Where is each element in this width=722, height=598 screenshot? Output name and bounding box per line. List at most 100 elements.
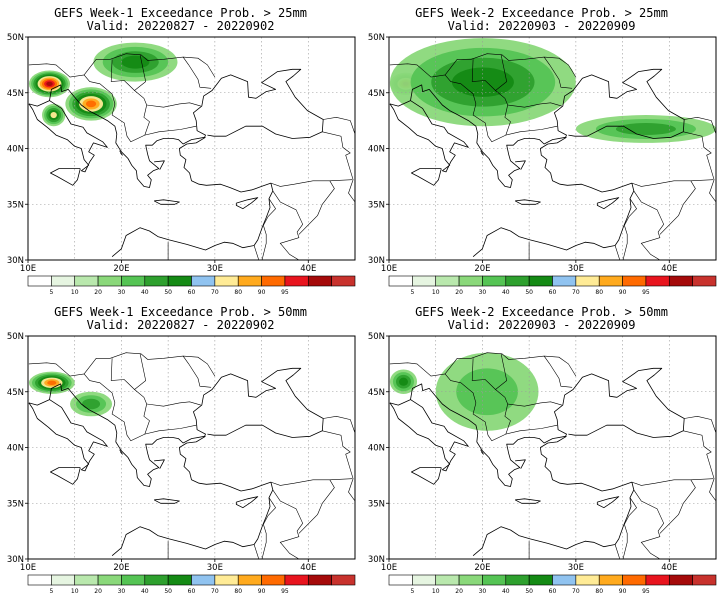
colorbar-label: 10 [71, 289, 79, 296]
colorbar-label: 30 [479, 588, 487, 595]
probability-area [82, 398, 101, 410]
colorbar-swatch [668, 574, 693, 586]
probability-area [47, 380, 57, 386]
y-tick-label: 35N [7, 499, 24, 509]
country-border [507, 401, 562, 407]
country-border [272, 190, 304, 260]
colorbar-swatch [645, 275, 670, 287]
y-tick-label: 45N [368, 89, 385, 99]
y-tick-label: 30N [368, 256, 385, 266]
coastline [28, 68, 324, 188]
colorbar-swatch [237, 574, 262, 586]
panel-valid-line: Valid: 20220903 - 20220909 [361, 19, 722, 33]
y-tick-label: 35N [7, 200, 24, 210]
colorbar-swatch [598, 275, 623, 287]
colorbar-swatch [97, 275, 122, 287]
axis-ticks [25, 36, 309, 263]
valid-range: 20220827 - 20220902 [137, 318, 275, 332]
valid-prefix: Valid: [447, 19, 491, 33]
colorbar-swatch [144, 275, 169, 287]
colorbar-swatch [97, 574, 122, 586]
colorbar-swatch [692, 574, 717, 586]
grid-lines [28, 37, 355, 260]
valid-range: 20220903 - 20220909 [498, 318, 636, 332]
country-border [345, 152, 355, 203]
panel-valid-line: Valid: 20220827 - 20220902 [0, 19, 361, 33]
map-panel-week1-25mm: GEFS Week-1 Exceedance Prob. > 25mm Vali… [0, 0, 361, 299]
country-border [83, 53, 216, 78]
valid-prefix: Valid: [447, 318, 491, 332]
x-tick-label: 40E [300, 563, 316, 573]
colorbar-swatch [27, 275, 52, 287]
colorbar-swatch [261, 574, 286, 586]
colorbar-swatch [622, 275, 647, 287]
probability-area [85, 100, 97, 108]
x-tick-label: 40E [661, 264, 677, 274]
country-border [683, 131, 712, 154]
colorbar-swatch [575, 574, 600, 586]
colorbar-swatch [528, 275, 553, 287]
country-border [622, 198, 637, 260]
country-border [146, 102, 201, 108]
country-border [322, 430, 351, 453]
y-tick-label: 45N [368, 388, 385, 398]
colorbar-label: 90 [619, 588, 627, 595]
country-border [298, 479, 335, 534]
colorbar-swatch [284, 275, 309, 287]
y-tick-label: 45N [7, 89, 24, 99]
coastline [154, 160, 165, 170]
colorbar-label: 30 [479, 289, 487, 296]
colorbar-label: 40 [502, 588, 510, 595]
panel-title: GEFS Week-1 Exceedance Prob. > 25mm [54, 6, 307, 20]
colorbar-swatch [622, 574, 647, 586]
colorbar-swatch [191, 574, 216, 586]
country-border [261, 497, 276, 559]
y-tick-label: 30N [7, 555, 24, 565]
country-border [28, 63, 197, 143]
colorbar-swatch [331, 275, 356, 287]
y-tick-label: 40N [368, 145, 385, 155]
colorbar-label: 70 [211, 289, 219, 296]
country-border [622, 497, 637, 559]
x-tick-label: 30E [568, 563, 584, 573]
country-border [270, 478, 353, 486]
country-border [345, 451, 355, 502]
probability-shading [28, 371, 113, 417]
coastline [153, 498, 180, 504]
colorbar-swatch [388, 574, 413, 586]
y-tick-label: 35N [368, 499, 385, 509]
colorbar-swatch [121, 275, 146, 287]
colorbar-swatch [505, 275, 530, 287]
colorbar-label: 50 [164, 588, 172, 595]
colorbar-label: 20 [94, 289, 102, 296]
x-tick-label: 20E [113, 563, 129, 573]
colorbar-swatch [284, 574, 309, 586]
coastline [480, 449, 484, 455]
y-tick-label: 40N [7, 145, 24, 155]
probability-shading [28, 42, 178, 127]
country-border [134, 54, 150, 136]
colorbar-swatch [51, 275, 76, 287]
colorbar-label: 60 [188, 289, 196, 296]
coastline [50, 467, 81, 485]
colorbar-label: 60 [549, 588, 557, 595]
country-border [633, 489, 665, 559]
colorbar-label: 70 [211, 588, 219, 595]
valid-range: 20220903 - 20220909 [498, 19, 636, 33]
colorbar-swatch [668, 275, 693, 287]
colorbar-label: 50 [525, 588, 533, 595]
colorbar-label: 20 [455, 289, 463, 296]
colorbar-swatch [575, 275, 600, 287]
country-borders [28, 352, 355, 559]
country-border [614, 245, 621, 260]
panel-title: GEFS Week-1 Exceedance Prob. > 50mm [54, 305, 307, 319]
colorbar-label: 95 [281, 289, 289, 296]
probability-area [615, 123, 676, 135]
coastline [515, 160, 526, 170]
coastline [515, 459, 526, 469]
country-border [631, 478, 714, 486]
colorbar-swatch [121, 574, 146, 586]
colorbar-label: 40 [141, 289, 149, 296]
coastline [411, 168, 442, 186]
map-figure: 10E 20E 30E 40E 30N 35N 40N 45N 50N 5 10 20 30 40 50 60… [7, 332, 356, 595]
